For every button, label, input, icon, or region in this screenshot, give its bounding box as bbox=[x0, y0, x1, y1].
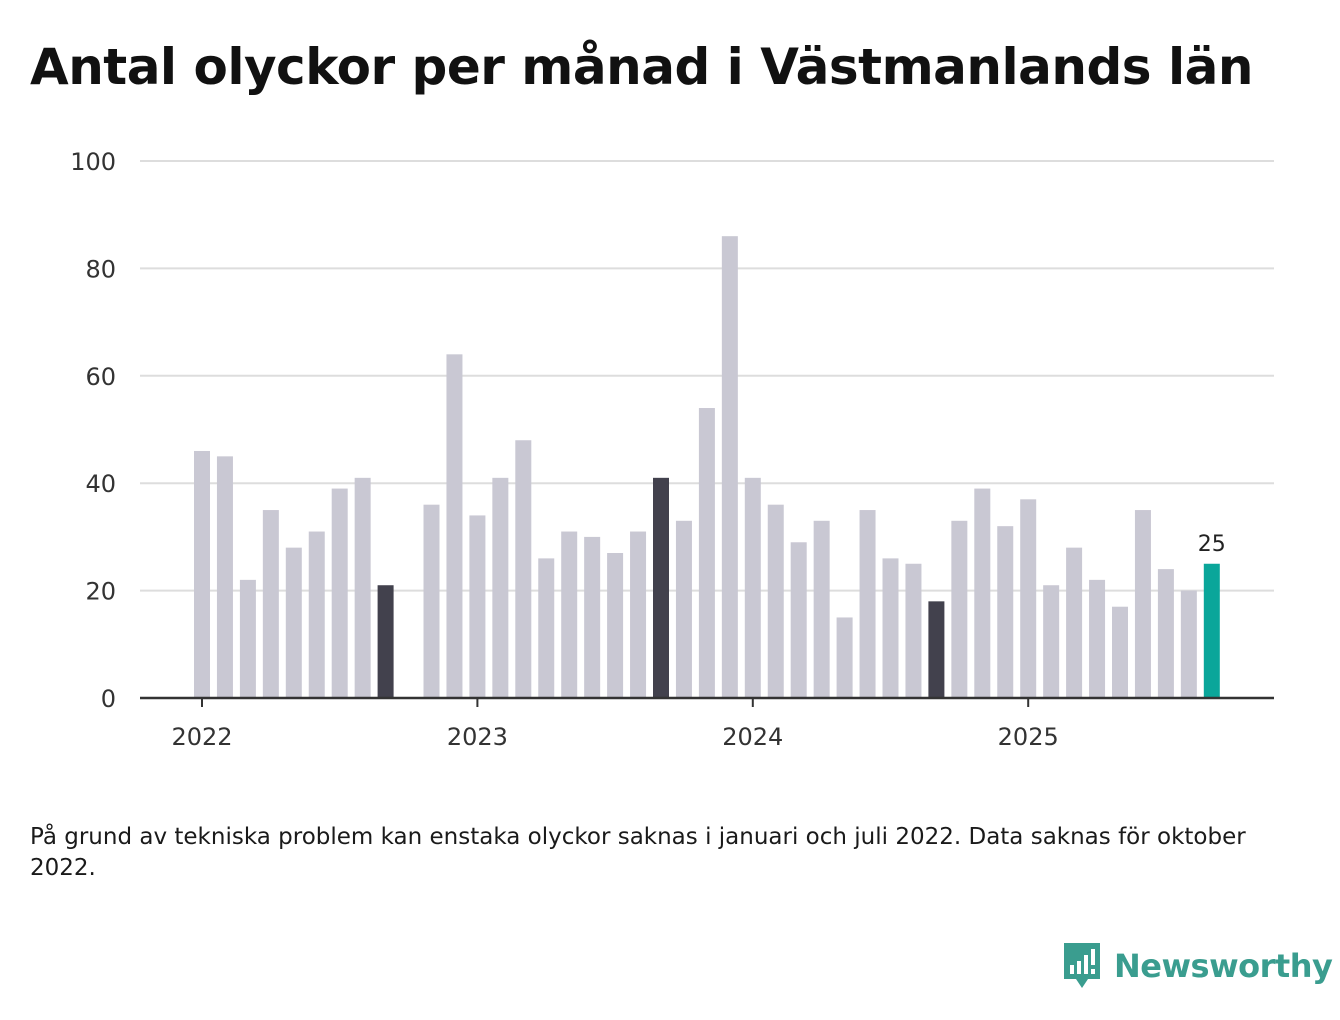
bar-2022-09[interactable] bbox=[377, 585, 394, 698]
bar-2023-07[interactable] bbox=[607, 553, 624, 698]
bar-2023-04[interactable] bbox=[538, 558, 555, 698]
newsworthy-logo-icon bbox=[1064, 943, 1100, 988]
bar-2024-06[interactable] bbox=[859, 510, 876, 698]
bar-chart: 0 20 40 60 80 100 2022 2023 2024 2025 25 bbox=[70, 148, 1274, 751]
bar-2024-01[interactable] bbox=[744, 477, 761, 698]
bar-2023-06[interactable] bbox=[584, 536, 601, 698]
bar-2023-10[interactable] bbox=[675, 520, 692, 698]
bar-2023-08[interactable] bbox=[630, 531, 647, 698]
bar-2024-02[interactable] bbox=[767, 504, 784, 698]
bar-2024-08[interactable] bbox=[905, 563, 922, 698]
x-tick-label: 2024 bbox=[722, 723, 783, 751]
bar-2025-05[interactable] bbox=[1112, 606, 1128, 698]
bar-2022-06[interactable] bbox=[308, 531, 325, 698]
bar-2023-11[interactable] bbox=[698, 408, 715, 698]
bar-2022-02[interactable] bbox=[216, 456, 233, 698]
y-tick-label: 0 bbox=[101, 685, 116, 713]
y-tick-label: 20 bbox=[85, 578, 116, 606]
bar-2025-07[interactable] bbox=[1157, 569, 1174, 698]
bar-2025-09[interactable] bbox=[1203, 563, 1220, 698]
y-tick-label: 60 bbox=[85, 363, 116, 391]
bar-2024-09[interactable] bbox=[928, 601, 945, 698]
newsworthy-logo[interactable]: Newsworthy bbox=[1062, 940, 1333, 992]
bar-2022-12[interactable] bbox=[446, 354, 463, 698]
chart-title: Antal olyckor per månad i Västmanlands l… bbox=[30, 38, 1253, 96]
y-tick-label: 80 bbox=[85, 255, 116, 283]
bar-2023-01[interactable] bbox=[469, 515, 486, 698]
bar-2025-02[interactable] bbox=[1043, 585, 1060, 698]
bar-2024-11[interactable] bbox=[974, 488, 991, 698]
x-tick-label: 2023 bbox=[447, 723, 508, 751]
newsworthy-logo-text: Newsworthy bbox=[1114, 947, 1333, 985]
bar-2022-08[interactable] bbox=[354, 477, 371, 698]
bar-2023-02[interactable] bbox=[492, 477, 509, 698]
bars bbox=[194, 236, 1220, 698]
y-tick-label: 40 bbox=[85, 470, 116, 498]
bar-2024-12[interactable] bbox=[997, 526, 1014, 698]
bar-2025-06[interactable] bbox=[1134, 510, 1151, 698]
footnote: På grund av tekniska problem kan enstaka… bbox=[30, 824, 1246, 881]
y-tick-label: 100 bbox=[70, 148, 116, 176]
x-tick-label: 2025 bbox=[998, 723, 1059, 751]
latest-value-label: 25 bbox=[1198, 532, 1226, 557]
axes bbox=[140, 696, 1274, 707]
bar-2025-04[interactable] bbox=[1089, 579, 1106, 698]
x-tick-label: 2022 bbox=[171, 723, 232, 751]
bar-2024-10[interactable] bbox=[951, 520, 968, 698]
bar-2022-11[interactable] bbox=[423, 504, 440, 698]
bar-2022-07[interactable] bbox=[331, 488, 348, 698]
bar-2023-05[interactable] bbox=[561, 531, 578, 698]
bar-2024-05[interactable] bbox=[836, 617, 853, 698]
bar-2024-07[interactable] bbox=[882, 558, 899, 698]
labels: 0 20 40 60 80 100 2022 2023 2024 2025 25 bbox=[70, 148, 1226, 751]
bar-2023-12[interactable] bbox=[721, 236, 738, 698]
bar-2025-03[interactable] bbox=[1066, 547, 1083, 698]
bar-2022-03[interactable] bbox=[239, 579, 256, 698]
bar-2022-05[interactable] bbox=[285, 547, 302, 698]
bar-2025-01[interactable] bbox=[1020, 499, 1037, 698]
bar-2022-04[interactable] bbox=[262, 510, 279, 698]
bar-2024-04[interactable] bbox=[813, 520, 830, 698]
bar-2023-09[interactable] bbox=[653, 477, 669, 698]
bar-2025-08[interactable] bbox=[1180, 590, 1197, 698]
bar-2023-03[interactable] bbox=[515, 440, 532, 698]
bar-2022-01[interactable] bbox=[194, 450, 210, 698]
bar-2024-03[interactable] bbox=[790, 542, 807, 698]
